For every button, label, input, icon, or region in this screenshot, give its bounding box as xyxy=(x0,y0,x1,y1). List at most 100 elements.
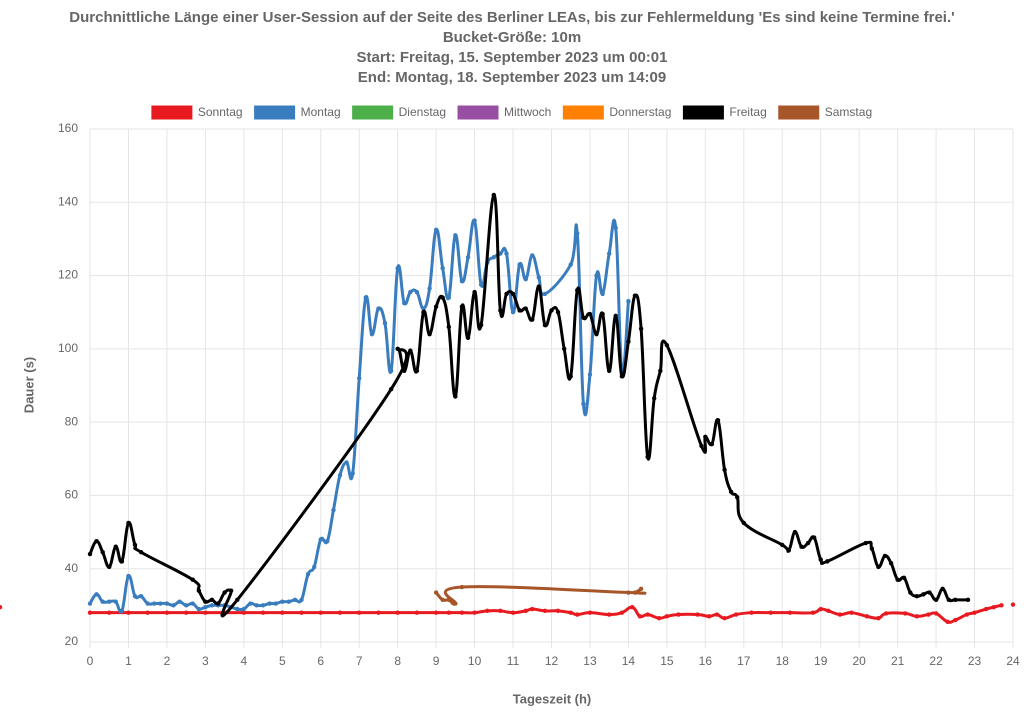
data-point xyxy=(87,610,93,615)
legend-item[interactable]: Montag xyxy=(254,105,341,120)
data-point xyxy=(459,610,465,615)
data-point xyxy=(113,599,118,604)
data-point xyxy=(472,610,477,615)
data-point xyxy=(472,218,477,223)
data-point xyxy=(363,295,368,300)
data-point xyxy=(132,593,138,599)
data-point xyxy=(119,559,125,564)
legend-label: Montag xyxy=(301,105,341,119)
series-line xyxy=(434,585,647,606)
data-point xyxy=(510,610,516,615)
data-point xyxy=(235,606,240,612)
legend-label: Dienstag xyxy=(399,105,446,119)
x-tick-label: 21 xyxy=(891,654,905,668)
data-point xyxy=(260,610,266,615)
data-point xyxy=(826,608,831,614)
data-point xyxy=(517,308,522,313)
legend-item[interactable]: Sonntag xyxy=(151,105,243,120)
data-point xyxy=(706,614,712,619)
data-point xyxy=(523,608,528,614)
data-point xyxy=(87,601,93,606)
data-point xyxy=(575,612,580,617)
data-point xyxy=(699,443,704,449)
data-point xyxy=(209,603,215,608)
data-point xyxy=(408,348,413,353)
data-point xyxy=(810,610,816,615)
data-point xyxy=(465,255,471,260)
data-point xyxy=(465,335,471,341)
data-point xyxy=(555,310,561,315)
data-point xyxy=(472,289,477,295)
data-point xyxy=(203,604,208,610)
data-point xyxy=(619,610,625,615)
x-tick-label: 17 xyxy=(737,654,751,668)
legend-item[interactable]: Mittwoch xyxy=(457,105,551,120)
x-tick-label: 5 xyxy=(279,654,286,668)
data-point xyxy=(357,610,362,615)
x-tick-label: 3 xyxy=(202,654,209,668)
x-axis-title: Tageszeit (h) xyxy=(513,691,592,706)
data-point xyxy=(888,561,894,566)
data-point xyxy=(369,332,375,337)
legend-swatch xyxy=(151,105,193,120)
data-point xyxy=(869,546,875,551)
data-point xyxy=(863,540,868,546)
data-point xyxy=(510,291,516,297)
data-point xyxy=(446,295,452,300)
data-point xyxy=(241,610,247,615)
legend-swatch xyxy=(457,105,499,120)
data-point xyxy=(440,597,445,603)
data-point xyxy=(414,610,420,615)
data-point xyxy=(248,601,253,606)
data-point xyxy=(164,610,170,615)
data-point xyxy=(100,599,105,604)
data-point xyxy=(414,289,420,295)
data-point xyxy=(606,251,612,256)
data-point xyxy=(587,372,593,377)
data-point xyxy=(575,288,580,293)
data-point xyxy=(402,300,407,306)
data-point xyxy=(695,612,700,617)
data-point xyxy=(344,460,349,465)
data-point xyxy=(914,593,920,599)
data-point xyxy=(440,295,445,300)
data-point xyxy=(273,601,278,606)
data-point xyxy=(883,611,889,616)
x-tick-label: 0 xyxy=(87,654,94,668)
data-point xyxy=(972,610,977,615)
data-point xyxy=(126,520,131,526)
x-tick-label: 8 xyxy=(394,654,401,668)
data-point xyxy=(222,590,227,595)
data-point xyxy=(638,586,644,592)
data-point xyxy=(203,599,208,604)
data-point xyxy=(703,434,708,439)
data-point xyxy=(414,368,420,374)
data-point xyxy=(190,577,195,582)
legend-item[interactable]: Samstag xyxy=(778,105,872,120)
chart-title: Durchnittliche Länge einer User-Session … xyxy=(69,9,954,26)
data-point xyxy=(825,559,830,564)
data-point xyxy=(638,326,644,331)
data-point xyxy=(927,590,932,595)
series-line xyxy=(88,193,969,618)
data-point xyxy=(728,489,734,494)
data-point xyxy=(786,548,791,553)
data-point xyxy=(632,293,638,298)
x-tick-label: 13 xyxy=(583,654,597,668)
data-point xyxy=(427,286,432,291)
legend-item[interactable]: Freitag xyxy=(682,105,767,120)
x-tick-label: 9 xyxy=(433,654,440,668)
x-tick-label: 2 xyxy=(164,654,171,668)
data-point xyxy=(991,604,996,610)
data-point xyxy=(733,612,739,617)
data-point xyxy=(299,597,304,603)
y-tick-label: 40 xyxy=(65,561,79,575)
legend-swatch xyxy=(562,105,604,120)
data-point xyxy=(171,603,176,608)
legend-item[interactable]: Dienstag xyxy=(352,105,446,120)
data-point xyxy=(630,604,635,610)
legend-item[interactable]: Donnerstag xyxy=(562,105,671,120)
data-point xyxy=(382,321,388,326)
data-point xyxy=(741,520,746,526)
